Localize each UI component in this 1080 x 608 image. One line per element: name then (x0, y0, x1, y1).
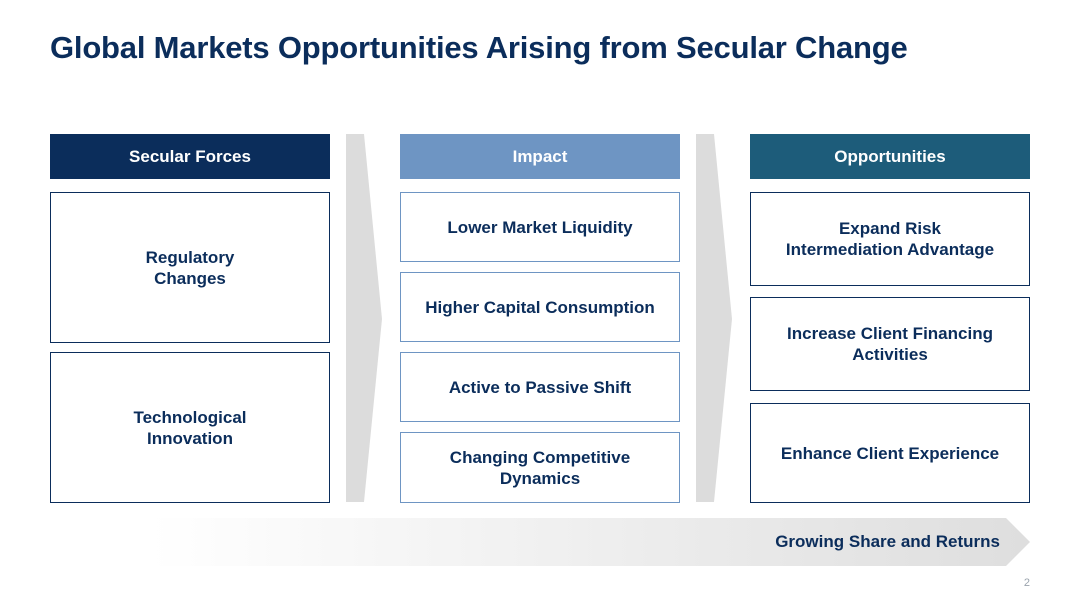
growth-arrow-label: Growing Share and Returns (775, 532, 1000, 551)
opportunity-expand-risk-intermediation: Expand Risk Intermediation Advantage (750, 192, 1030, 286)
force-technological-innovation: Technological Innovation (50, 352, 330, 503)
separator-arrow-2 (696, 134, 732, 502)
page-number: 2 (1023, 577, 1030, 589)
impact-higher-capital-consumption: Higher Capital Consumption (400, 272, 680, 342)
slide-title: Global Markets Opportunities Arising fro… (50, 30, 908, 65)
impact-active-to-passive-shift: Active to Passive Shift (400, 352, 680, 422)
impact-lower-market-liquidity: Lower Market Liquidity (400, 192, 680, 262)
secular-forces-header: Secular Forces (50, 134, 330, 179)
opportunity-increase-client-financing: Increase Client Financing Activities (750, 297, 1030, 391)
separator-arrow-1 (346, 134, 382, 502)
force-regulatory-changes: Regulatory Changes (50, 192, 330, 343)
impact-header: Impact (400, 134, 680, 179)
opportunities-header: Opportunities (750, 134, 1030, 179)
impact-changing-competitive-dynamics: Changing Competitive Dynamics (400, 432, 680, 503)
opportunity-enhance-client-experience: Enhance Client Experience (750, 403, 1030, 503)
growth-arrow (150, 518, 1030, 566)
